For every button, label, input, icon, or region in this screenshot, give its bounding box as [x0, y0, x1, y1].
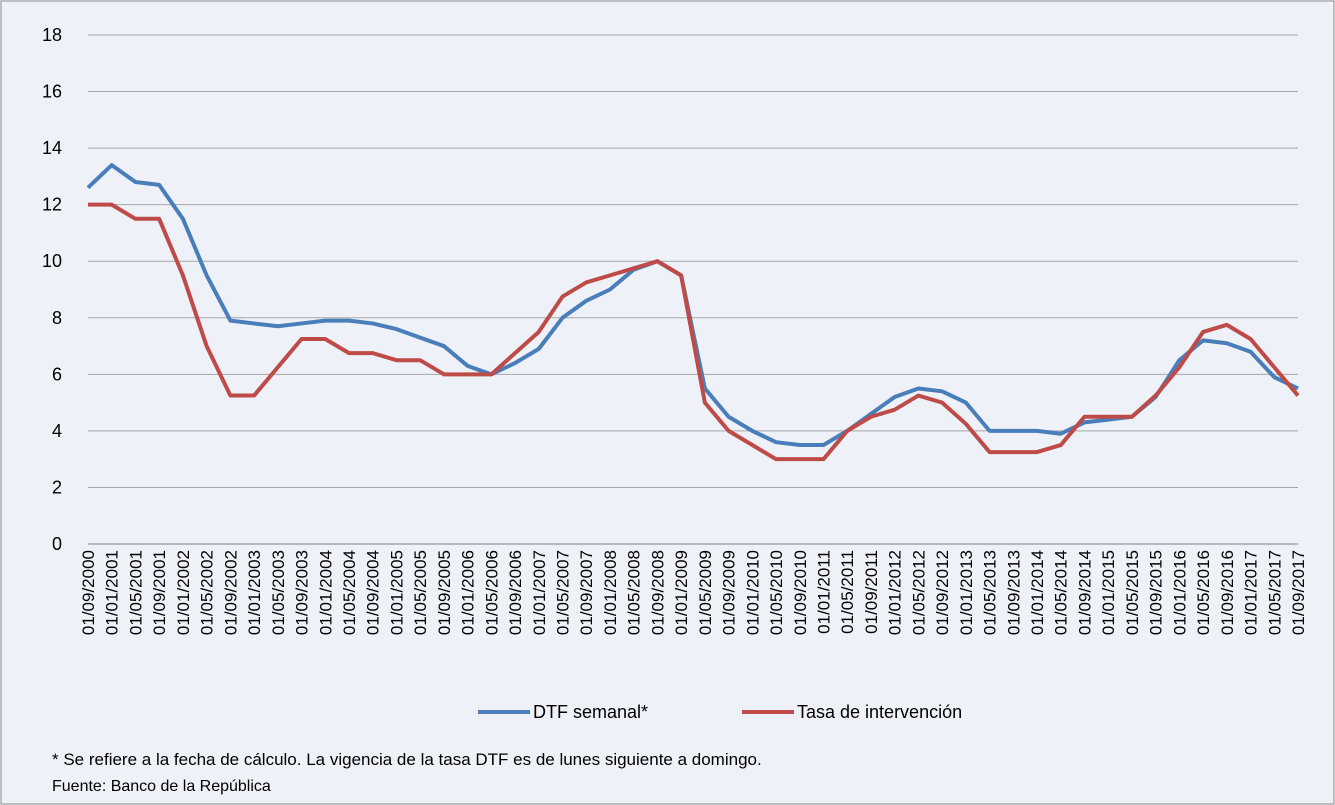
x-tick-label: 01/01/2004 [316, 550, 335, 635]
y-tick-label: 16 [42, 82, 62, 102]
x-tick-label: 01/09/2005 [435, 550, 454, 635]
x-tick-label: 01/05/2011 [838, 550, 857, 634]
x-tick-label: 01/09/2000 [79, 550, 98, 635]
x-tick-label: 01/01/2001 [103, 550, 122, 635]
x-tick-label: 01/01/2015 [1099, 550, 1118, 635]
y-tick-label: 2 [52, 477, 62, 497]
x-tick-label: 01/05/2010 [767, 550, 786, 635]
x-tick-label: 01/05/2015 [1123, 550, 1142, 635]
x-tick-label: 01/05/2001 [126, 550, 145, 635]
y-tick-label: 18 [42, 25, 62, 45]
x-tick-label: 01/09/2016 [1218, 550, 1237, 635]
x-tick-label: 01/01/2008 [601, 550, 620, 635]
source: Fuente: Banco de la República [52, 778, 271, 795]
line-series [88, 202, 1300, 462]
x-tick-label: 01/01/2013 [957, 550, 976, 635]
x-tick-label: 01/01/2005 [387, 550, 406, 635]
y-tick-label: 6 [52, 364, 62, 384]
x-tick-label: 01/05/2004 [340, 550, 359, 635]
y-tick-label: 8 [52, 308, 62, 328]
x-tick-label: 01/01/2011 [814, 550, 833, 634]
x-tick-label: 01/09/2003 [293, 550, 312, 635]
x-tick-label: 01/09/2007 [577, 550, 596, 635]
x-tick-label: 01/05/2005 [411, 550, 430, 635]
x-tick-label: 01/01/2006 [459, 550, 478, 635]
x-tick-label: 01/09/2008 [648, 550, 667, 635]
y-tick-label: 0 [52, 534, 62, 554]
x-tick-label: 01/05/2006 [482, 550, 501, 635]
legend-label: Tasa de intervención [797, 702, 962, 722]
x-tick-label: 01/09/2009 [720, 550, 739, 635]
y-tick-label: 10 [42, 251, 62, 271]
x-tick-label: 01/01/2017 [1242, 550, 1261, 635]
x-tick-label: 01/05/2002 [198, 550, 217, 635]
x-tick-label: 01/01/2012 [886, 550, 905, 635]
x-tick-label: 01/09/2017 [1289, 550, 1308, 635]
x-tick-label: 01/05/2013 [981, 550, 1000, 635]
x-tick-label: 01/01/2003 [245, 550, 264, 635]
footnote: * Se refiere a la fecha de cálculo. La v… [52, 750, 762, 769]
x-tick-label: 01/09/2010 [791, 550, 810, 635]
x-tick-label: 01/01/2007 [530, 550, 549, 635]
y-tick-label: 12 [42, 195, 62, 215]
x-tick-label: 01/05/2016 [1194, 550, 1213, 635]
x-tick-label: 01/09/2002 [221, 550, 240, 635]
y-tick-label: 14 [42, 138, 62, 158]
x-tick-label: 01/09/2006 [506, 550, 525, 635]
x-tick-label: 01/01/2002 [174, 550, 193, 635]
x-tick-label: 01/05/2012 [909, 550, 928, 635]
x-tick-label: 01/01/2014 [1028, 550, 1047, 635]
x-tick-label: 01/01/2016 [1170, 550, 1189, 635]
x-tick-label: 01/05/2008 [625, 550, 644, 635]
x-tick-label: 01/09/2014 [1075, 550, 1094, 635]
x-tick-label: 01/05/2007 [554, 550, 573, 635]
x-tick-label: 01/05/2009 [696, 550, 715, 635]
x-tick-label: 01/09/2015 [1147, 550, 1166, 635]
x-tick-label: 01/09/2011 [862, 550, 881, 634]
x-tick-label: 01/09/2001 [150, 550, 169, 635]
x-tick-label: 01/09/2013 [1004, 550, 1023, 635]
x-tick-label: 01/09/2004 [364, 550, 383, 635]
x-tick-label: 01/05/2017 [1265, 550, 1284, 635]
y-tick-label: 4 [52, 421, 62, 441]
x-tick-label: 01/05/2003 [269, 550, 288, 635]
x-tick-label: 01/01/2010 [743, 550, 762, 635]
legend-label: DTF semanal* [533, 702, 648, 722]
x-tick-label: 01/05/2014 [1052, 550, 1071, 635]
x-tick-label: 01/09/2012 [933, 550, 952, 635]
x-tick-label: 01/01/2009 [672, 550, 691, 635]
